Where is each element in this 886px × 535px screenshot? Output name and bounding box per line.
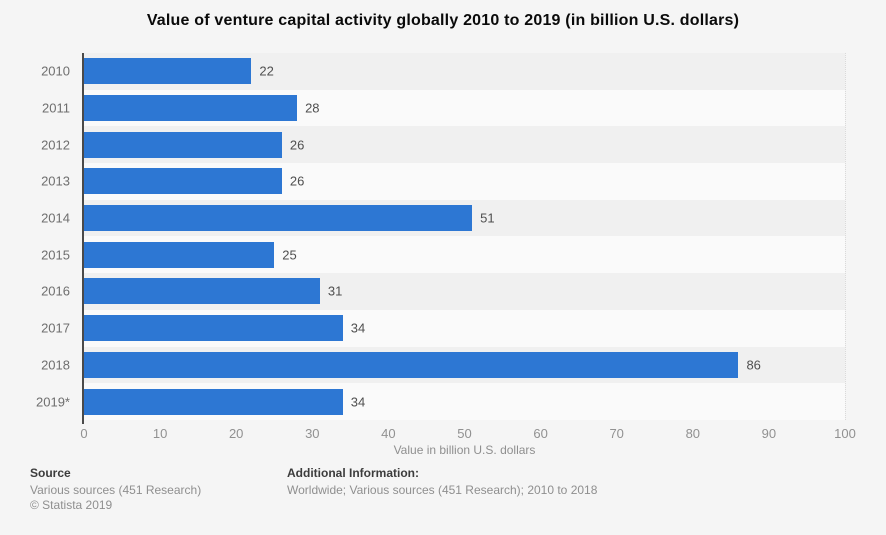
category-label: 2015 <box>41 247 70 263</box>
plot-area: 2010 22 2011 28 2012 26 2013 26 2014 51 2015 25 2016… <box>36 53 846 420</box>
bar <box>84 95 298 122</box>
value-label: 86 <box>746 357 761 373</box>
bar-row-2015: 2015 25 <box>41 236 845 274</box>
bar <box>84 131 282 158</box>
value-label: 22 <box>259 63 274 79</box>
category-label: 2018 <box>41 357 70 373</box>
bar <box>84 388 343 415</box>
value-label: 25 <box>282 247 297 263</box>
x-tick-label-60: 60 <box>533 426 548 441</box>
bar-row-2019: 2019* 34 <box>36 383 845 420</box>
copyright-text: © Statista 2019 <box>30 498 113 512</box>
category-label: 2010 <box>41 63 70 79</box>
bar-row-2018: 2018 86 <box>41 346 845 384</box>
value-label: 51 <box>480 210 495 226</box>
value-label: 26 <box>289 137 305 153</box>
bar-row-2017: 2017 34 <box>41 309 845 347</box>
bar-row-2013: 2013 26 <box>41 163 845 200</box>
x-tick-label-80: 80 <box>685 426 701 441</box>
bar <box>84 168 282 195</box>
bar <box>84 351 739 378</box>
category-label: 2011 <box>42 100 70 116</box>
chart-title: Value of venture capital activity global… <box>146 12 740 29</box>
gridline-100 <box>845 53 846 420</box>
x-tick-label-50: 50 <box>457 426 472 441</box>
bar-row-2012: 2012 26 <box>41 126 845 164</box>
x-tick-label-20: 20 <box>228 426 244 441</box>
additional-info-text: Worldwide; Various sources (451 Research… <box>287 483 598 497</box>
value-label: 34 <box>350 320 366 336</box>
x-tick-label-10: 10 <box>152 426 168 441</box>
bar-row-2014: 2014 51 <box>41 199 845 237</box>
bar-row-2010: 2010 22 <box>41 53 845 90</box>
additional-info-block: Additional Information: Worldwide; Vario… <box>287 466 597 498</box>
source-block: Source Various sources (451 Research) © … <box>30 466 201 513</box>
bar-row-2016: 2016 31 <box>41 273 845 310</box>
bar <box>84 58 252 85</box>
bar <box>84 241 275 268</box>
x-tick-label-100: 100 <box>834 426 856 441</box>
bar <box>84 205 473 232</box>
x-tick-label-40: 40 <box>381 426 396 441</box>
x-axis-title: Value in billion U.S. dollars <box>393 443 536 457</box>
category-label: 2013 <box>41 173 70 189</box>
x-tick-label-90: 90 <box>761 426 777 441</box>
additional-info-label: Additional Information: <box>287 466 419 480</box>
category-label: 2017 <box>41 320 70 336</box>
y-axis-line <box>82 53 84 424</box>
source-label: Source <box>30 466 71 480</box>
x-tick-label-70: 70 <box>609 426 624 441</box>
value-label: 31 <box>327 283 343 299</box>
value-label: 28 <box>305 100 320 116</box>
bar <box>84 315 343 342</box>
x-axis-ticks: 0 10 20 30 40 50 60 70 80 90 100 <box>80 426 855 442</box>
x-tick-label-0: 0 <box>80 426 88 441</box>
value-label: 26 <box>289 173 305 189</box>
x-tick-label-30: 30 <box>305 426 320 441</box>
category-label: 2014 <box>41 210 70 226</box>
value-label: 34 <box>350 394 366 410</box>
bar <box>84 278 320 305</box>
category-label: 2016 <box>41 283 70 299</box>
category-label: 2012 <box>41 137 70 153</box>
bar-row-2011: 2011 28 <box>42 89 845 127</box>
source-text: Various sources (451 Research) <box>30 483 202 497</box>
category-label: 2019* <box>36 394 70 410</box>
